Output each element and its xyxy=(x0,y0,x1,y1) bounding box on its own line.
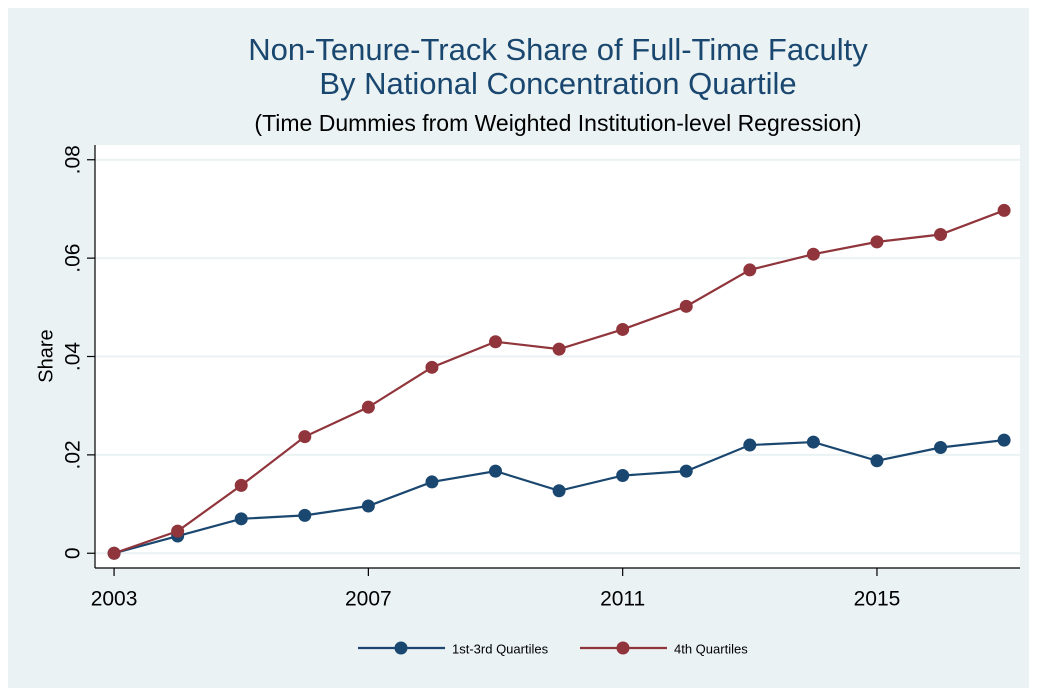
data-point xyxy=(234,512,248,526)
data-point xyxy=(806,247,820,261)
data-point xyxy=(743,438,757,452)
data-point xyxy=(806,435,820,449)
data-point xyxy=(234,478,248,492)
y-tick-label: .06 xyxy=(62,244,85,273)
data-point xyxy=(934,440,948,454)
data-point xyxy=(425,360,439,374)
x-tick-label: 2011 xyxy=(600,588,645,611)
data-point xyxy=(616,469,630,483)
legend-label: 1st-3rd Quartiles xyxy=(452,641,549,656)
data-point xyxy=(489,335,503,349)
y-tick-label: .04 xyxy=(62,342,85,372)
x-tick-label: 2015 xyxy=(854,588,901,611)
legend-label: 4th Quartiles xyxy=(674,641,748,656)
data-point xyxy=(934,228,948,242)
x-tick-label: 2007 xyxy=(345,588,392,611)
chart-subtitle: (Time Dummies from Weighted Institution-… xyxy=(254,110,861,136)
legend-marker xyxy=(616,641,630,655)
y-axis-label: Share xyxy=(35,329,57,382)
chart-title: Non-Tenure-Track Share of Full-Time Facu… xyxy=(248,32,868,67)
legend-marker xyxy=(394,641,408,655)
y-tick-label: 0 xyxy=(62,547,85,559)
data-point xyxy=(997,433,1011,447)
data-point xyxy=(616,322,630,336)
data-point xyxy=(679,299,693,313)
data-point xyxy=(870,454,884,468)
data-point xyxy=(361,499,375,513)
data-point xyxy=(552,484,566,498)
data-point xyxy=(298,430,312,444)
data-point xyxy=(171,524,185,538)
y-tick-label: .02 xyxy=(62,440,85,469)
data-point xyxy=(997,203,1011,217)
data-point xyxy=(425,475,439,489)
chart-title: By National Concentration Quartile xyxy=(319,66,796,101)
data-point xyxy=(870,235,884,249)
y-tick-label: .08 xyxy=(62,145,85,174)
data-point xyxy=(489,464,503,478)
x-tick-label: 2003 xyxy=(91,588,138,611)
data-point xyxy=(743,263,757,277)
data-point xyxy=(679,464,693,478)
data-point xyxy=(298,508,312,522)
data-point xyxy=(107,546,121,560)
data-point xyxy=(361,400,375,414)
data-point xyxy=(552,342,566,356)
